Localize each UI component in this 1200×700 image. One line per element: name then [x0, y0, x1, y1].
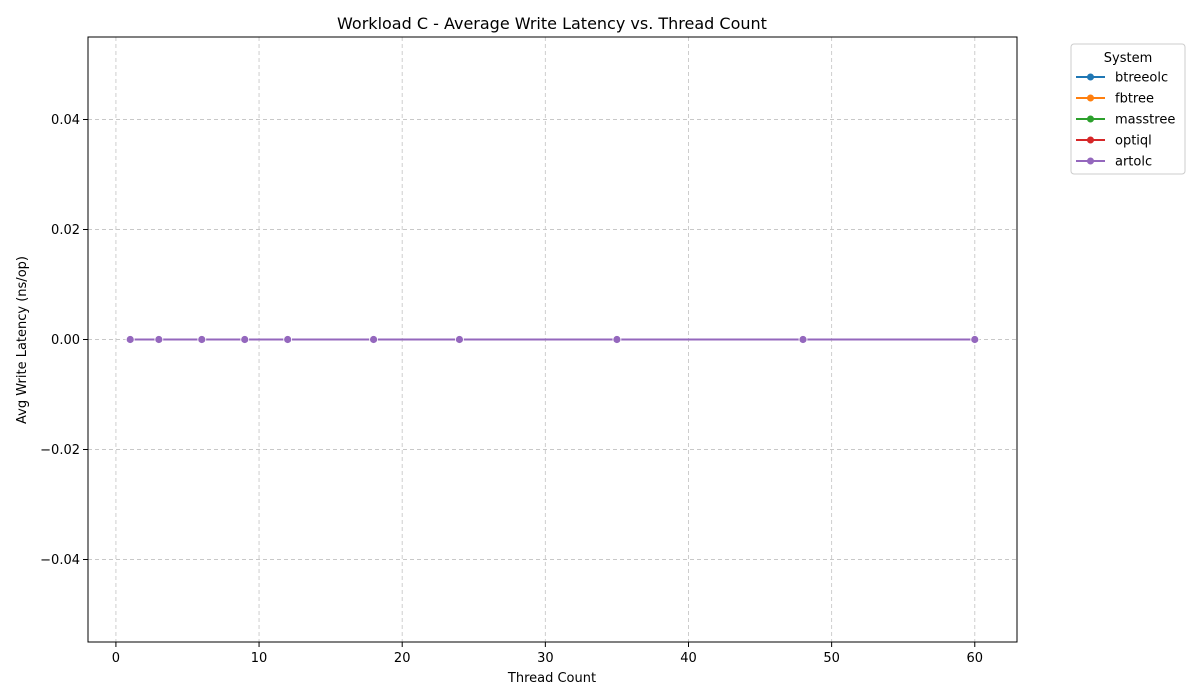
x-tick-label: 50 — [823, 651, 840, 666]
legend-title: System — [1104, 51, 1152, 66]
legend-label: btreeolc — [1115, 71, 1168, 86]
legend-marker — [1087, 136, 1094, 144]
x-tick-label: 20 — [394, 651, 411, 666]
legend-marker — [1087, 115, 1094, 123]
legend-label: masstree — [1115, 113, 1175, 128]
legend-label: fbtree — [1115, 92, 1154, 107]
legend-item-artolc[interactable]: artolc — [1076, 155, 1152, 170]
series-artolc — [125, 335, 980, 344]
data-point-artolc — [154, 335, 164, 344]
legend-item-btreeolc[interactable]: btreeolc — [1076, 71, 1168, 86]
data-point-artolc — [125, 335, 135, 344]
y-tick-label: 0.04 — [51, 113, 80, 128]
legend-items: btreeolc fbtree masstree optiql artolc — [1076, 71, 1175, 170]
y-axis-label: Avg Write Latency (ns/op) — [15, 256, 30, 424]
x-tick-label: 40 — [680, 651, 697, 666]
data-point-artolc — [970, 335, 980, 344]
legend-label: artolc — [1115, 155, 1152, 170]
x-tick-label: 0 — [112, 651, 120, 666]
x-tick-label: 10 — [251, 651, 268, 666]
chart-title: Workload C - Average Write Latency vs. T… — [337, 14, 767, 33]
x-axis-label: Thread Count — [507, 671, 596, 686]
data-point-artolc — [369, 335, 378, 344]
data-point-artolc — [798, 335, 808, 344]
y-axis: −0.04 −0.02 0.00 0.02 0.04 — [40, 113, 88, 568]
data-point-artolc — [612, 335, 622, 344]
data-point-artolc — [283, 335, 293, 344]
series-layer — [125, 335, 980, 344]
data-point-artolc — [197, 335, 207, 344]
y-tick-label: 0.00 — [51, 333, 80, 348]
x-axis: 0 10 20 30 40 50 60 — [112, 642, 983, 666]
data-point-artolc — [455, 335, 464, 344]
legend-marker — [1087, 94, 1094, 102]
y-tick-label: −0.04 — [40, 553, 80, 568]
legend-item-fbtree[interactable]: fbtree — [1076, 92, 1154, 107]
x-tick-label: 30 — [537, 651, 554, 666]
y-tick-label: 0.02 — [51, 223, 80, 238]
legend[interactable]: System btreeolc fbtree masstree optiql artol… — [1070, 43, 1186, 175]
legend-item-masstree[interactable]: masstree — [1076, 113, 1175, 128]
x-tick-label: 60 — [966, 651, 983, 666]
legend-label: optiql — [1115, 134, 1152, 149]
y-tick-label: −0.02 — [40, 443, 80, 458]
legend-marker — [1087, 73, 1094, 81]
data-point-artolc — [240, 335, 250, 344]
legend-item-optiql[interactable]: optiql — [1076, 134, 1152, 149]
legend-marker — [1087, 157, 1094, 165]
